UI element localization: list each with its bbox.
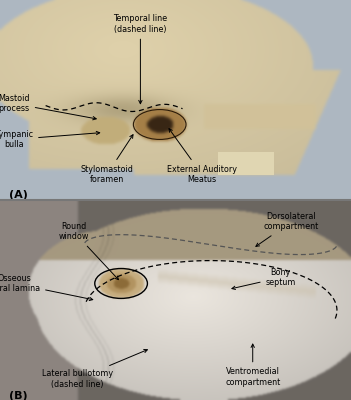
Text: Ventromedial
compartment: Ventromedial compartment [225, 344, 280, 387]
Text: Dorsolateral
compartment: Dorsolateral compartment [256, 212, 319, 246]
Text: Bony
septum: Bony septum [232, 268, 296, 290]
Text: Stylomastoid
foramen: Stylomastoid foramen [81, 135, 133, 184]
Text: (A): (A) [9, 190, 28, 200]
Text: Osseous
spiral lamina: Osseous spiral lamina [0, 274, 93, 300]
Text: Mastoid
process: Mastoid process [0, 94, 96, 120]
Text: Tympanic
bulla: Tympanic bulla [0, 130, 100, 149]
Text: Temporal line
(dashed line): Temporal line (dashed line) [113, 14, 167, 104]
Text: (B): (B) [9, 391, 27, 400]
Text: External Auditory
Meatus: External Auditory Meatus [167, 129, 237, 184]
Text: Lateral bullotomy
(dashed line): Lateral bullotomy (dashed line) [42, 350, 147, 389]
Text: Round
window: Round window [59, 222, 118, 280]
